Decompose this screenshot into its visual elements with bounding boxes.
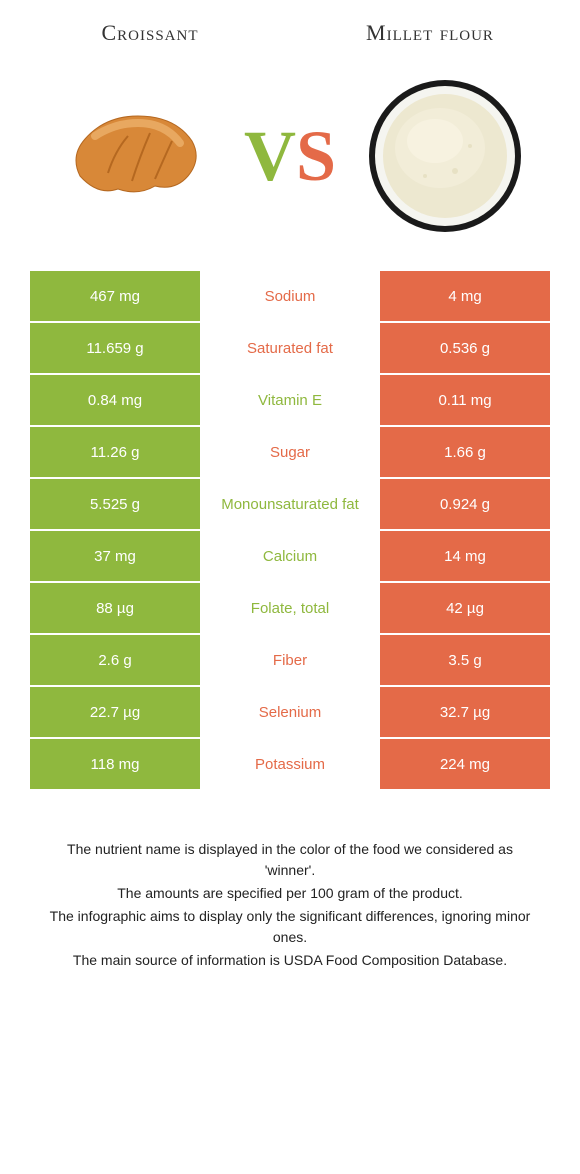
left-food-title: Croissant: [50, 20, 250, 46]
footnote-line: The infographic aims to display only the…: [40, 906, 540, 948]
croissant-icon: [60, 101, 210, 211]
nutrient-name-cell: Sugar: [200, 427, 380, 477]
right-value-cell: 1.66 g: [380, 427, 550, 477]
table-row: 88 µgFolate, total42 µg: [30, 583, 550, 633]
flour-bowl-icon: [365, 76, 525, 236]
right-value-cell: 0.924 g: [380, 479, 550, 529]
vs-text: VS: [244, 115, 336, 198]
vs-v-letter: V: [244, 116, 296, 196]
left-value-cell: 5.525 g: [30, 479, 200, 529]
nutrient-name-cell: Calcium: [200, 531, 380, 581]
table-row: 37 mgCalcium14 mg: [30, 531, 550, 581]
footnote-line: The nutrient name is displayed in the co…: [40, 839, 540, 881]
right-value-cell: 224 mg: [380, 739, 550, 789]
croissant-image: [55, 76, 215, 236]
comparison-table: 467 mgSodium4 mg11.659 gSaturated fat0.5…: [30, 271, 550, 789]
nutrient-name-cell: Saturated fat: [200, 323, 380, 373]
vs-s-letter: S: [296, 116, 336, 196]
table-row: 118 mgPotassium224 mg: [30, 739, 550, 789]
footnote-line: The amounts are specified per 100 gram o…: [40, 883, 540, 904]
header: Croissant Millet flour: [30, 20, 550, 46]
table-row: 11.26 gSugar1.66 g: [30, 427, 550, 477]
right-value-cell: 0.536 g: [380, 323, 550, 373]
table-row: 11.659 gSaturated fat0.536 g: [30, 323, 550, 373]
nutrient-name-cell: Folate, total: [200, 583, 380, 633]
nutrient-name-cell: Selenium: [200, 687, 380, 737]
right-value-cell: 14 mg: [380, 531, 550, 581]
left-value-cell: 88 µg: [30, 583, 200, 633]
table-row: 2.6 gFiber3.5 g: [30, 635, 550, 685]
right-value-cell: 42 µg: [380, 583, 550, 633]
flour-image: [365, 76, 525, 236]
left-value-cell: 22.7 µg: [30, 687, 200, 737]
left-value-cell: 37 mg: [30, 531, 200, 581]
images-row: VS: [30, 76, 550, 236]
nutrient-name-cell: Monounsaturated fat: [200, 479, 380, 529]
nutrient-name-cell: Potassium: [200, 739, 380, 789]
right-value-cell: 0.11 mg: [380, 375, 550, 425]
nutrient-name-cell: Fiber: [200, 635, 380, 685]
left-value-cell: 2.6 g: [30, 635, 200, 685]
left-value-cell: 0.84 mg: [30, 375, 200, 425]
right-value-cell: 4 mg: [380, 271, 550, 321]
right-food-title: Millet flour: [330, 20, 530, 46]
footnotes: The nutrient name is displayed in the co…: [30, 839, 550, 971]
table-row: 5.525 gMonounsaturated fat0.924 g: [30, 479, 550, 529]
nutrient-name-cell: Vitamin E: [200, 375, 380, 425]
table-row: 0.84 mgVitamin E0.11 mg: [30, 375, 550, 425]
footnote-line: The main source of information is USDA F…: [40, 950, 540, 971]
table-row: 22.7 µgSelenium32.7 µg: [30, 687, 550, 737]
table-row: 467 mgSodium4 mg: [30, 271, 550, 321]
left-value-cell: 11.26 g: [30, 427, 200, 477]
right-value-cell: 3.5 g: [380, 635, 550, 685]
right-value-cell: 32.7 µg: [380, 687, 550, 737]
left-value-cell: 118 mg: [30, 739, 200, 789]
left-value-cell: 11.659 g: [30, 323, 200, 373]
left-value-cell: 467 mg: [30, 271, 200, 321]
nutrient-name-cell: Sodium: [200, 271, 380, 321]
